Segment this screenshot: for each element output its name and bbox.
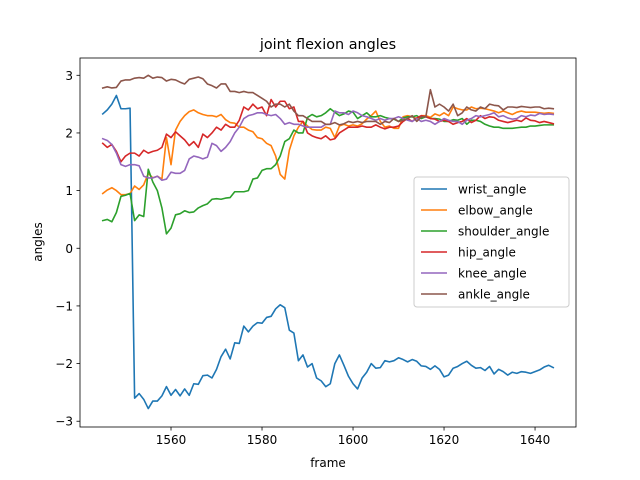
legend-label-knee-angle: knee_angle [458, 267, 527, 281]
x-tick-label: 1600 [338, 433, 369, 447]
x-tick-label: 1580 [247, 433, 278, 447]
series-line-ankle-angle [101, 74, 555, 126]
y-tick-label: 3 [65, 69, 73, 83]
x-tick-label: 1560 [156, 433, 187, 447]
legend-label-elbow-angle: elbow_angle [458, 204, 533, 218]
series-line-shoulder-angle [101, 107, 555, 235]
y-tick-label: −3 [55, 415, 73, 429]
series-line-hip-angle [101, 98, 555, 163]
legend-label-wrist-angle: wrist_angle [458, 183, 526, 197]
x-tick-label: 1640 [520, 433, 551, 447]
y-axis: −3 −2 −1 0 1 2 3 [55, 69, 80, 429]
x-axis: 1560 1580 1600 1620 1640 [156, 427, 551, 447]
plot-area [101, 74, 555, 410]
y-tick-label: 0 [65, 242, 73, 256]
legend-label-ankle-angle: ankle_angle [458, 288, 530, 302]
legend-label-shoulder-angle: shoulder_angle [458, 225, 549, 239]
series-line-wrist-angle [101, 94, 555, 410]
y-tick-label: 1 [65, 184, 73, 198]
chart-title: joint flexion angles [259, 37, 396, 53]
axes-frame [79, 57, 577, 428]
legend-label-hip-angle: hip_angle [458, 246, 516, 260]
x-axis-label: frame [310, 456, 346, 470]
legend: wrist_angle elbow_angle shoulder_angle hip_… [413, 176, 570, 308]
legend-box [413, 176, 570, 308]
x-tick-label: 1620 [429, 433, 460, 447]
y-axis-label: angles [31, 222, 45, 262]
y-tick-label: −1 [55, 299, 73, 313]
y-tick-label: 2 [65, 126, 73, 140]
y-tick-label: −2 [55, 357, 73, 371]
